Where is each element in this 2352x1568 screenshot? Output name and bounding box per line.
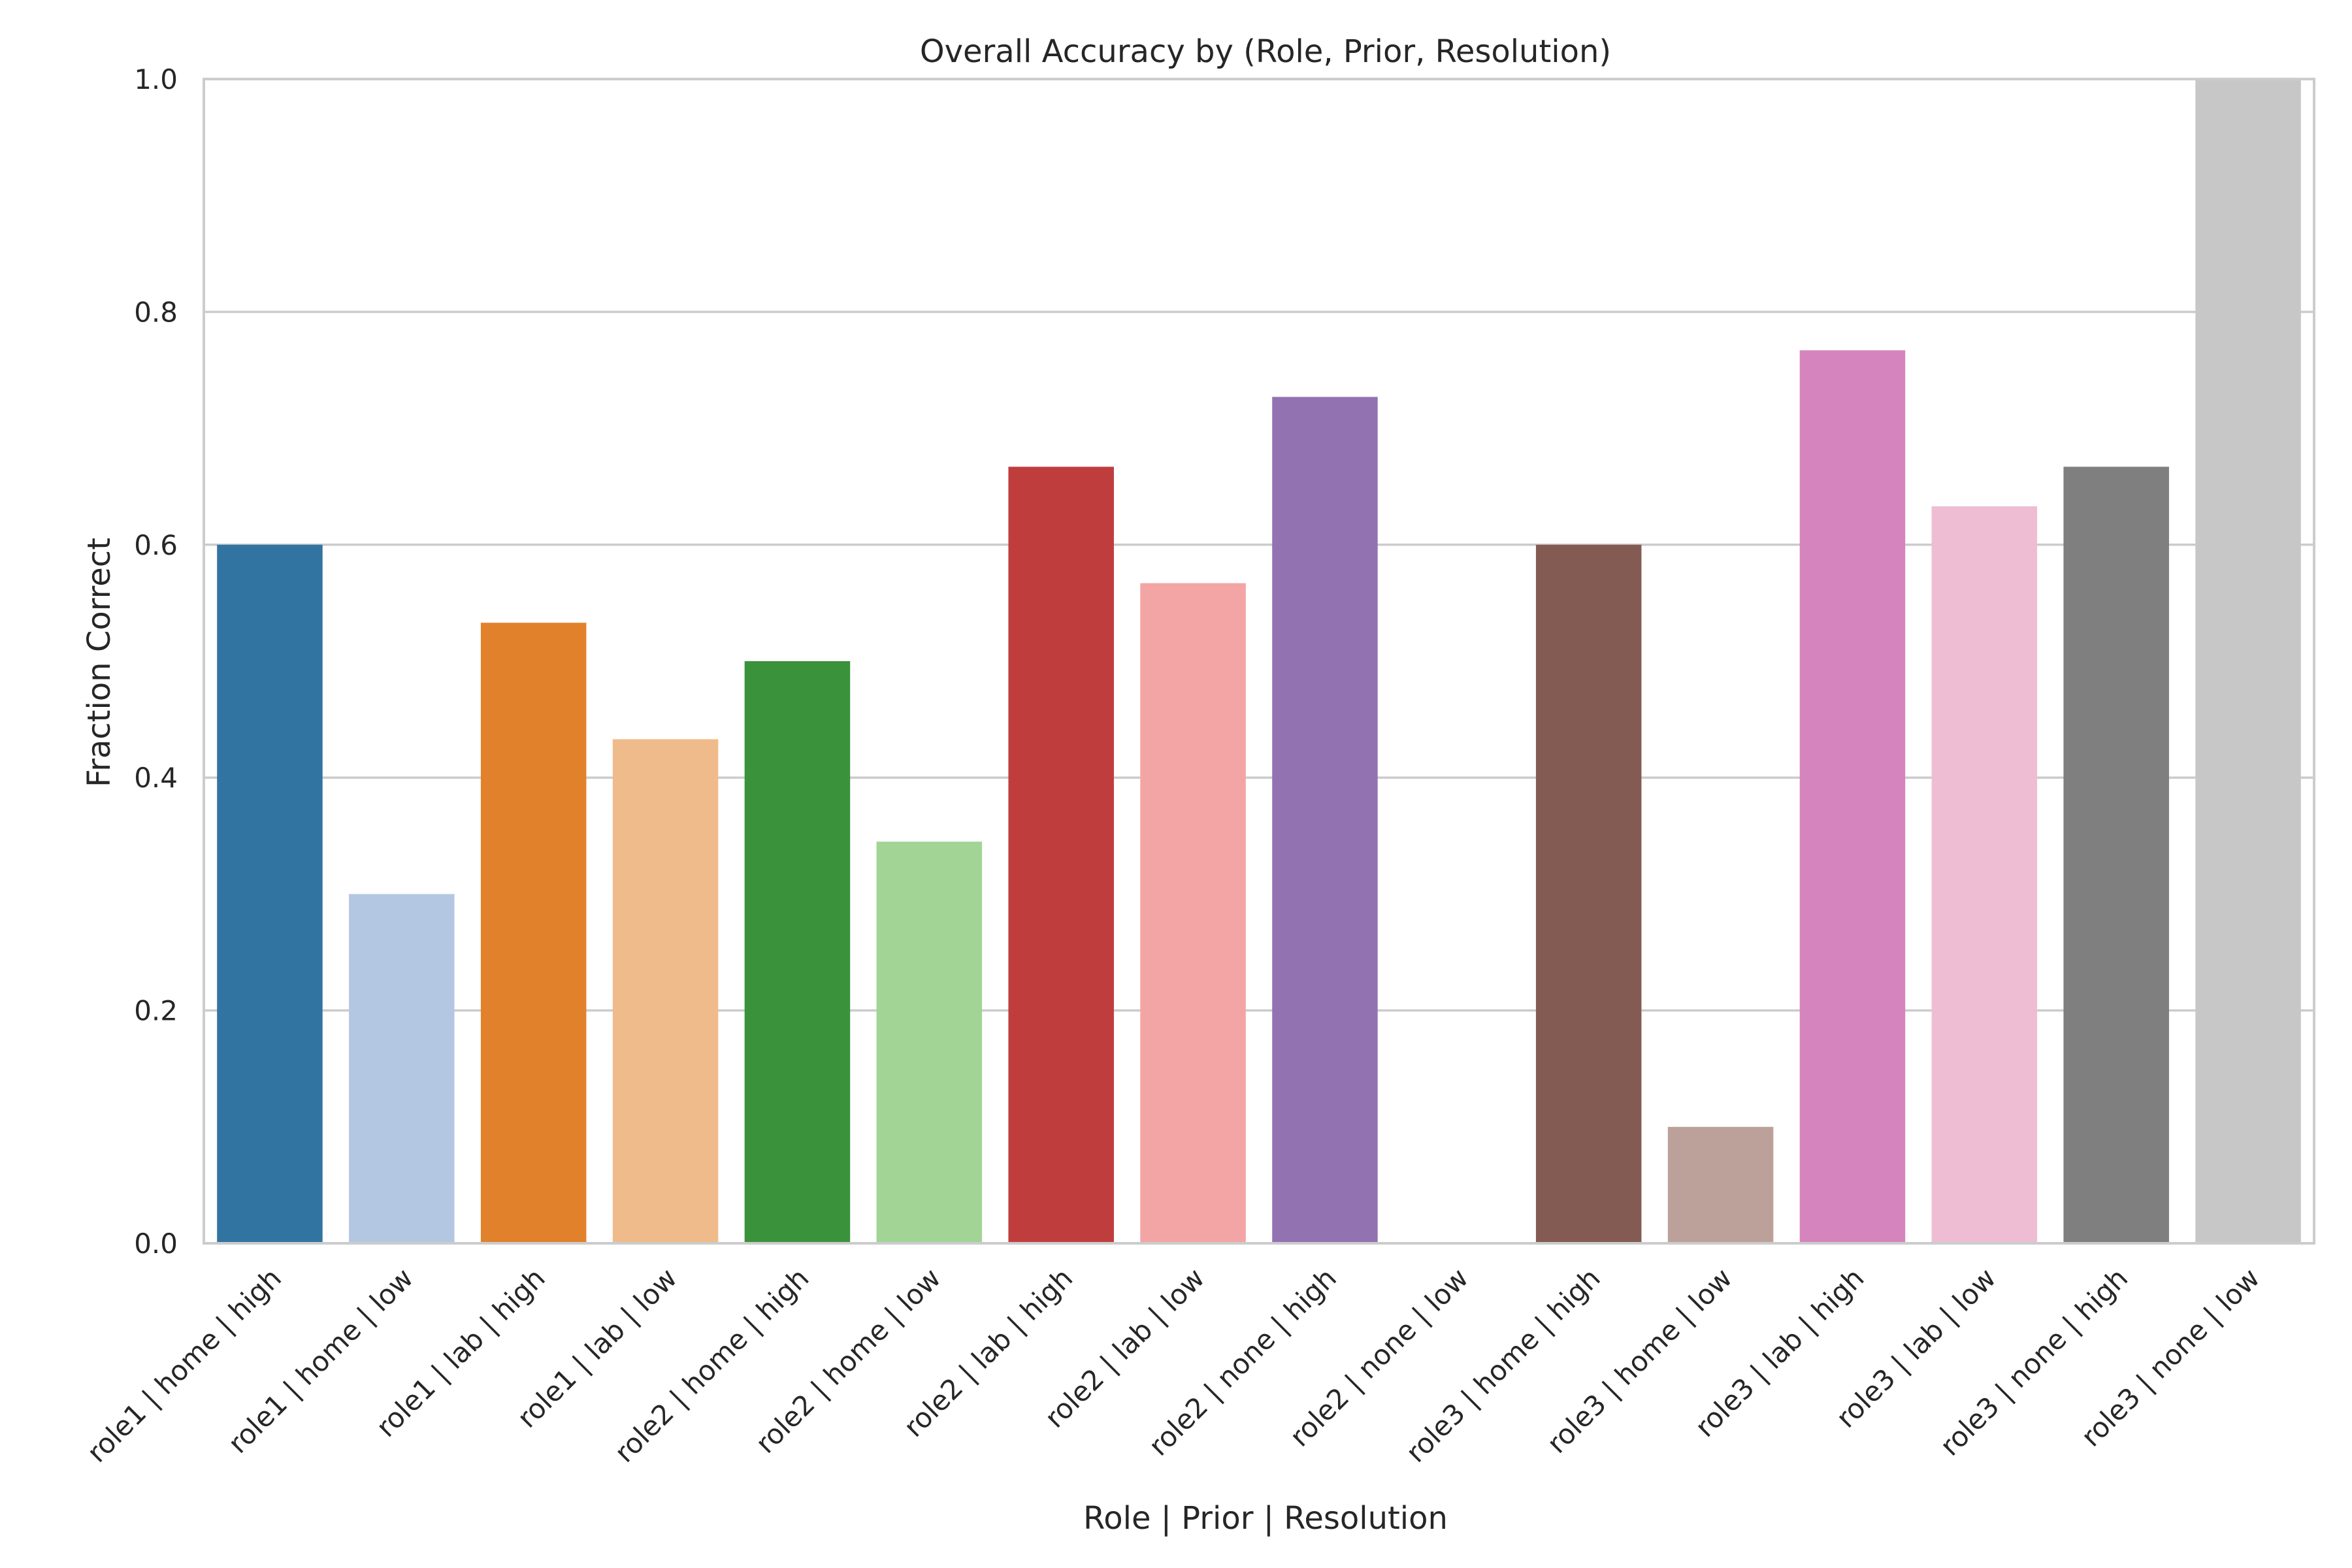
y-axis-label: Fraction Correct <box>81 538 118 787</box>
chart-title: Overall Accuracy by (Role, Prior, Resolu… <box>920 33 1611 70</box>
bar <box>1799 350 1906 1243</box>
y-tick-label: 0.0 <box>134 1228 178 1260</box>
bar <box>2063 466 2169 1243</box>
bar <box>1008 466 1114 1243</box>
bar <box>744 661 851 1243</box>
y-tick-label: 0.6 <box>134 529 178 561</box>
y-tick-labels: 0.0 0.2 0.4 0.6 0.8 1.0 <box>134 63 178 1260</box>
bar <box>876 841 983 1243</box>
bar <box>612 739 719 1243</box>
y-tick-label: 0.2 <box>134 995 178 1027</box>
bar <box>217 544 323 1243</box>
bar <box>1667 1126 1774 1243</box>
bar <box>2195 79 2301 1243</box>
bar <box>1140 583 1246 1243</box>
bar <box>1535 544 1642 1243</box>
bar <box>1931 506 2038 1243</box>
bars <box>217 79 2301 1243</box>
bar <box>349 894 455 1243</box>
y-tick-label: 0.8 <box>134 296 178 328</box>
bar <box>480 623 587 1243</box>
y-tick-label: 1.0 <box>134 63 178 95</box>
plot-frame <box>203 78 2315 1245</box>
y-tick-label: 0.4 <box>134 762 178 794</box>
bar <box>1272 397 1378 1243</box>
x-axis-label: Role | Prior | Resolution <box>1083 1500 1448 1537</box>
